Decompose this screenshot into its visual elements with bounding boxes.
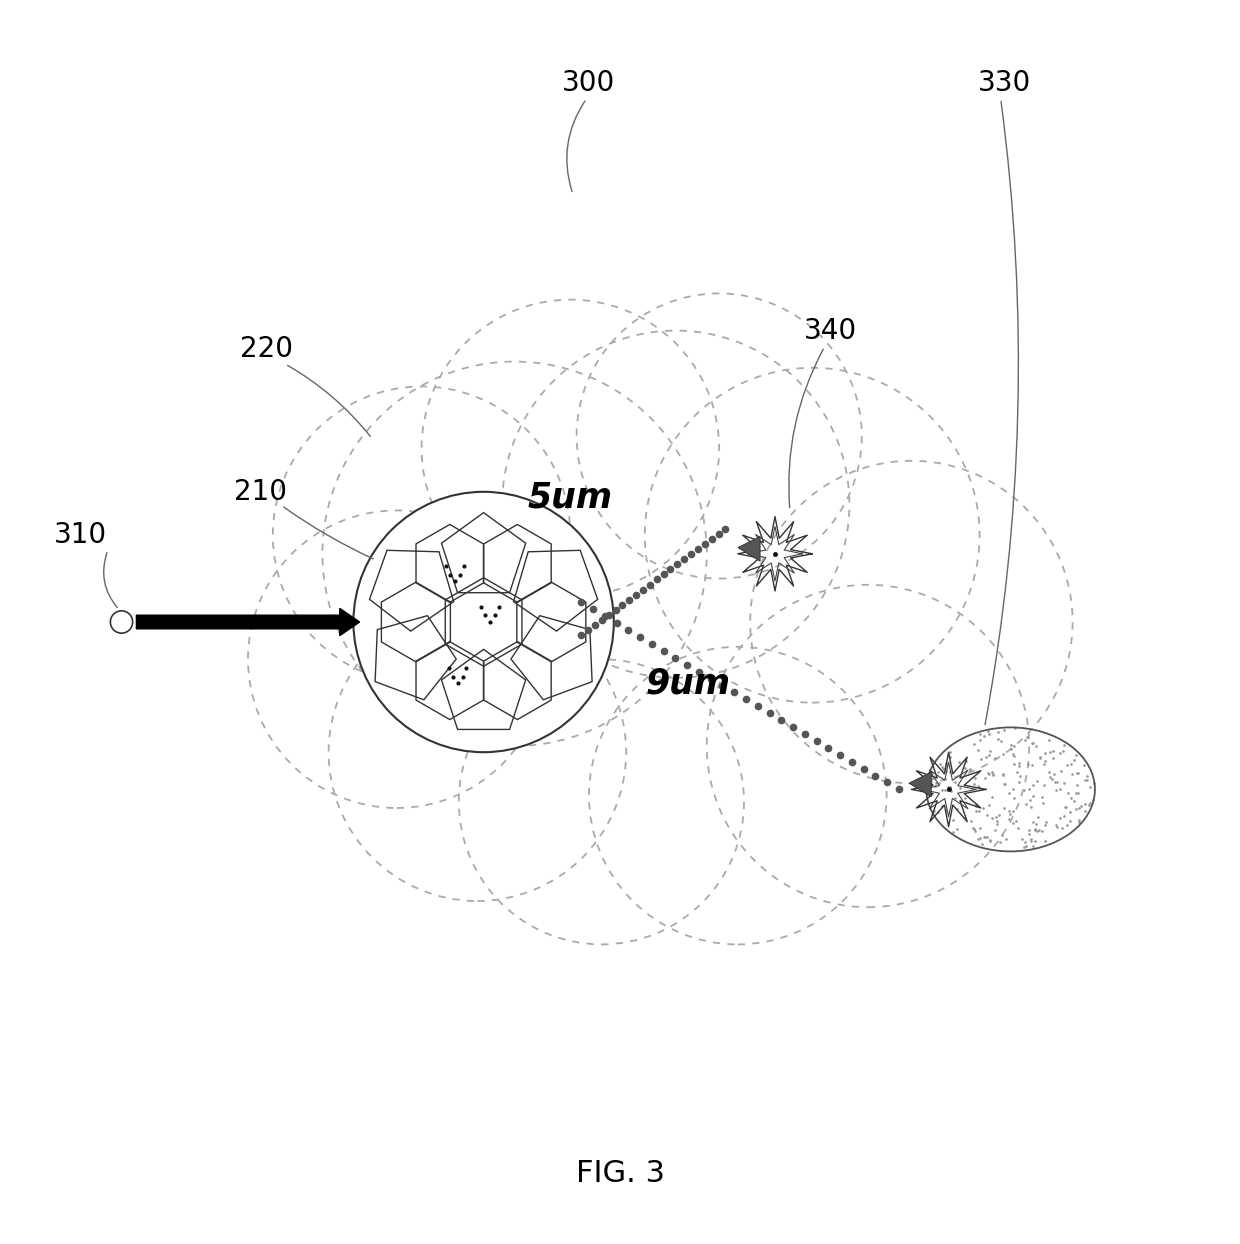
Text: 220: 220 xyxy=(241,335,293,363)
Polygon shape xyxy=(909,773,931,797)
Text: 330: 330 xyxy=(978,68,1030,97)
FancyArrow shape xyxy=(136,608,360,636)
Text: 310: 310 xyxy=(55,521,107,549)
Text: 300: 300 xyxy=(563,68,615,97)
Text: 340: 340 xyxy=(805,317,857,345)
Polygon shape xyxy=(738,536,760,561)
Text: 210: 210 xyxy=(234,478,286,506)
Text: 9um: 9um xyxy=(646,667,730,702)
Circle shape xyxy=(353,491,614,753)
Text: FIG. 3: FIG. 3 xyxy=(575,1159,665,1188)
Text: 5um: 5um xyxy=(528,481,613,515)
